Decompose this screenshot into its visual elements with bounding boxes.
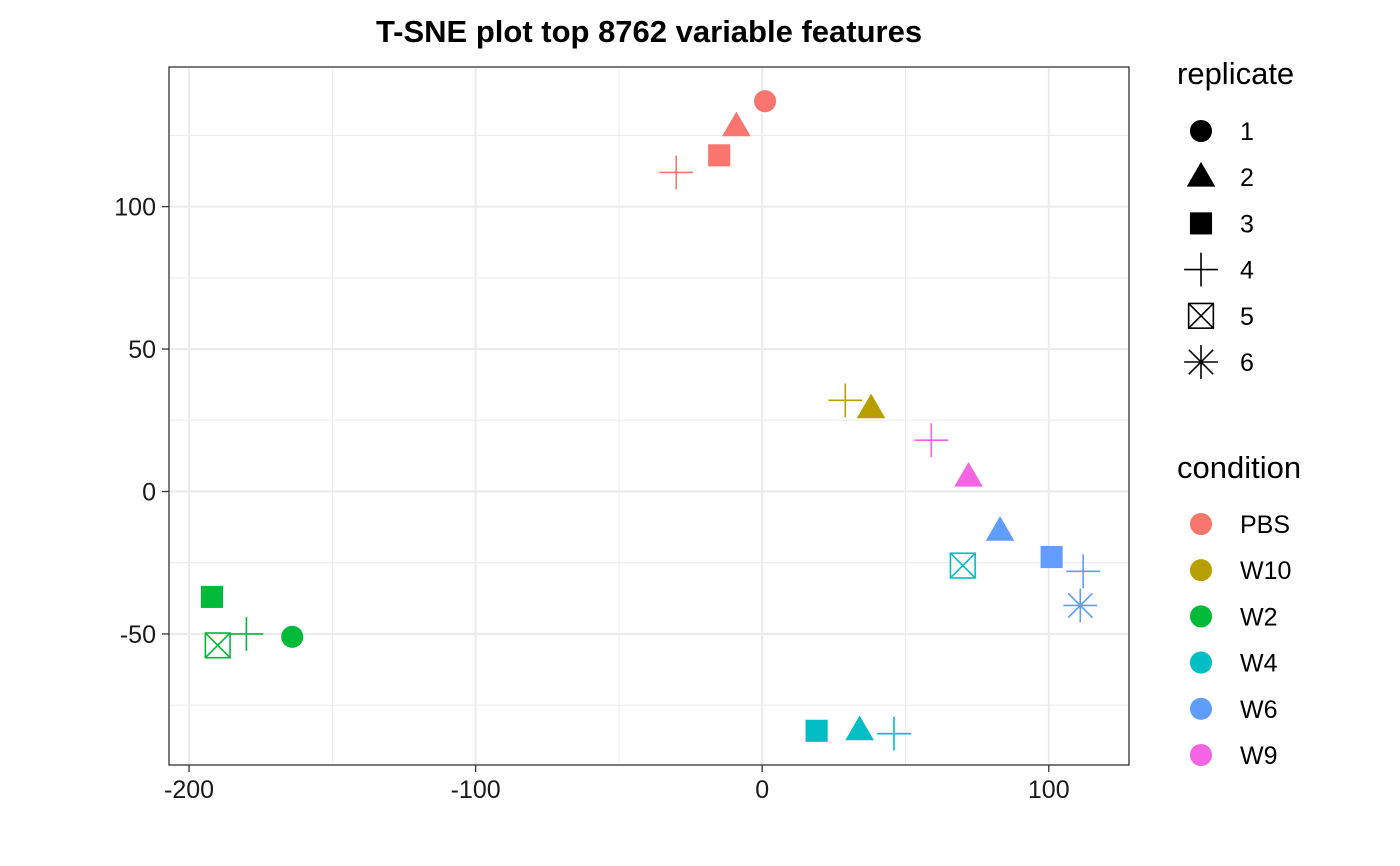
x-tick-label: 0 <box>755 776 769 804</box>
legend-condition: condition PBS W10 W2 W4 W6 W9 <box>1177 450 1301 770</box>
legend-replicate-key <box>1189 212 1213 235</box>
legend-replicate-label: 2 <box>1240 164 1254 192</box>
legend-condition-key <box>1189 605 1213 628</box>
data-point <box>1040 545 1063 569</box>
legend-condition-key <box>1189 512 1213 536</box>
legend-replicate-label: 1 <box>1240 118 1254 146</box>
legend-replicate-key <box>1189 119 1213 143</box>
data-point <box>754 90 777 113</box>
legend-replicate-label: 5 <box>1240 303 1254 331</box>
x-tick-label: -100 <box>451 776 501 804</box>
data-point <box>828 383 863 418</box>
x-axis: -200 -100 0 100 <box>164 765 1070 804</box>
legend-condition-key <box>1189 559 1213 582</box>
data-point <box>229 617 264 651</box>
data-point <box>659 155 694 190</box>
data-point <box>949 552 976 579</box>
data-points <box>200 90 1101 751</box>
legend-condition-label: PBS <box>1240 511 1290 539</box>
legend-condition-label: W2 <box>1240 603 1278 631</box>
legend-condition-label: W6 <box>1240 696 1278 724</box>
plot-panel <box>168 66 1130 766</box>
legend-replicate-key <box>1187 302 1215 329</box>
legend-replicate: replicate 1 2 3 4 5 6 <box>1177 56 1294 379</box>
legend-condition-key <box>1189 697 1213 720</box>
panel-border <box>168 66 1130 766</box>
data-point <box>845 715 874 741</box>
legend-condition-title: condition <box>1177 450 1301 485</box>
legend-replicate-key <box>1184 345 1218 379</box>
data-point <box>281 625 304 648</box>
panel-background <box>169 67 1129 765</box>
y-tick-label: 100 <box>114 194 156 222</box>
legend-replicate-title: replicate <box>1177 56 1294 91</box>
data-point <box>204 632 231 659</box>
legend-condition-label: W10 <box>1240 557 1291 585</box>
minor-gridlines <box>169 67 1129 765</box>
legend-condition-label: W4 <box>1240 650 1278 678</box>
legend-condition-key <box>1189 651 1213 674</box>
legend-condition-label: W9 <box>1240 742 1278 770</box>
y-tick-label: 0 <box>142 478 156 506</box>
data-point <box>805 719 828 742</box>
y-tick-label: -50 <box>120 621 156 649</box>
legend-replicate-label: 3 <box>1240 210 1254 238</box>
y-tick-label: 50 <box>128 336 156 364</box>
legend-replicate-key <box>1184 252 1218 287</box>
legend-replicate-label: 6 <box>1240 349 1254 377</box>
data-point <box>954 461 983 487</box>
legend-condition-key <box>1189 743 1213 767</box>
data-point <box>877 716 911 751</box>
legend-replicate-key <box>1186 161 1216 187</box>
data-point <box>985 516 1015 541</box>
data-point <box>200 585 224 608</box>
chart-title: T-SNE plot top 8762 variable features <box>376 14 922 49</box>
data-point <box>1066 554 1101 589</box>
data-point <box>722 111 751 137</box>
y-axis: -50 0 50 100 <box>114 194 169 649</box>
data-point <box>856 393 886 419</box>
x-tick-label: 100 <box>1028 776 1070 804</box>
major-gridlines <box>169 67 1129 765</box>
legend-replicate-label: 4 <box>1240 257 1254 285</box>
data-point <box>1063 588 1098 623</box>
data-point <box>914 423 949 458</box>
x-tick-label: -200 <box>164 776 214 804</box>
data-point <box>708 144 731 167</box>
